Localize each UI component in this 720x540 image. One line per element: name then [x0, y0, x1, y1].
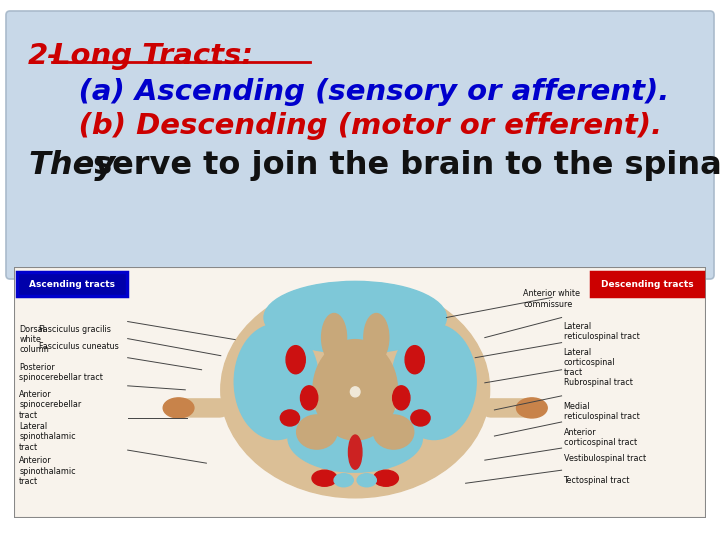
Ellipse shape — [374, 415, 414, 449]
Ellipse shape — [286, 346, 305, 374]
Text: (b) Descending (motor or efferent).: (b) Descending (motor or efferent). — [28, 112, 662, 140]
Ellipse shape — [234, 324, 319, 440]
FancyBboxPatch shape — [17, 272, 127, 296]
Text: They: They — [28, 150, 115, 181]
Text: Anterior
spinocerebellar
tract: Anterior spinocerebellar tract — [19, 390, 81, 420]
Text: Lateral
corticospinal
tract: Lateral corticospinal tract — [564, 348, 615, 377]
Text: Medial
reticulospinal tract: Medial reticulospinal tract — [564, 402, 639, 421]
Ellipse shape — [288, 404, 423, 472]
Text: Descending tracts: Descending tracts — [600, 280, 693, 289]
Ellipse shape — [163, 398, 194, 418]
Ellipse shape — [221, 282, 490, 498]
Text: Rubrospinal tract: Rubrospinal tract — [564, 378, 632, 387]
Ellipse shape — [374, 470, 398, 486]
Ellipse shape — [297, 415, 337, 449]
Text: (a) Ascending (sensory or afferent).: (a) Ascending (sensory or afferent). — [28, 78, 670, 106]
Text: Posterior
spinocerebellar tract: Posterior spinocerebellar tract — [19, 363, 103, 382]
Text: Ascending tracts: Ascending tracts — [29, 280, 115, 289]
Ellipse shape — [411, 410, 430, 426]
Ellipse shape — [322, 314, 346, 362]
Text: Long Tracts:: Long Tracts: — [52, 42, 253, 70]
Ellipse shape — [392, 386, 410, 410]
Text: Anterior white
commissure: Anterior white commissure — [523, 289, 580, 309]
Circle shape — [351, 387, 360, 397]
Ellipse shape — [364, 314, 389, 362]
Text: Fasciculus cuneatus: Fasciculus cuneatus — [40, 342, 119, 350]
Text: Tectospinal tract: Tectospinal tract — [564, 476, 630, 485]
Text: Lateral
reticulospinal tract: Lateral reticulospinal tract — [564, 321, 639, 341]
FancyBboxPatch shape — [14, 267, 706, 518]
Ellipse shape — [348, 435, 362, 469]
Ellipse shape — [405, 346, 424, 374]
Text: Fasciculus gracilis: Fasciculus gracilis — [40, 325, 111, 334]
Ellipse shape — [313, 340, 397, 440]
Ellipse shape — [280, 410, 300, 426]
Ellipse shape — [300, 386, 318, 410]
Ellipse shape — [312, 470, 337, 486]
Ellipse shape — [357, 474, 377, 487]
Text: Vestibulospinal tract: Vestibulospinal tract — [564, 454, 646, 463]
Text: 2-: 2- — [28, 42, 60, 70]
Ellipse shape — [334, 474, 354, 487]
Text: serve to join the brain to the spinal cord.: serve to join the brain to the spinal co… — [82, 150, 720, 181]
FancyBboxPatch shape — [6, 11, 714, 279]
Ellipse shape — [392, 324, 476, 440]
Text: Lateral
spinothalamic
tract: Lateral spinothalamic tract — [19, 422, 76, 452]
FancyBboxPatch shape — [591, 272, 703, 296]
Text: Dorsal
white
column: Dorsal white column — [19, 325, 49, 354]
Text: Anterior
spinothalamic
tract: Anterior spinothalamic tract — [19, 456, 76, 486]
Text: Anterior
corticospinal tract: Anterior corticospinal tract — [564, 428, 636, 448]
Ellipse shape — [264, 281, 446, 354]
Ellipse shape — [516, 398, 547, 418]
